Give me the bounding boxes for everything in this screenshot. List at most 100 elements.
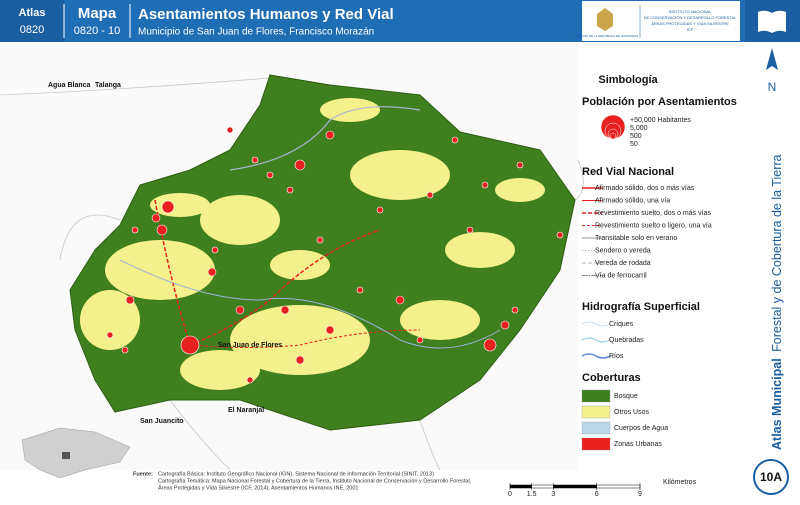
settlement (235, 305, 245, 315)
road-label: Sendero o vereda (595, 247, 651, 254)
logo-right-text: DE CONSERVACIÓN Y DESARROLLO FORESTAL (644, 15, 738, 20)
settlement (376, 206, 384, 214)
settlement (131, 226, 139, 234)
network (119, 106, 501, 349)
north-label: N (768, 80, 777, 94)
settlement (280, 305, 290, 315)
cover-swatch (581, 389, 611, 403)
book-icon (758, 10, 786, 33)
settlement (180, 335, 200, 355)
settlement (325, 130, 335, 140)
inset-highlight (62, 452, 70, 459)
settlement (211, 246, 219, 254)
title: Asentamientos Humanos y Red Vial (138, 6, 394, 23)
settlement (106, 331, 114, 339)
settlement (251, 156, 259, 164)
hydro-symbol (581, 337, 611, 343)
place-label: El Naranjal (228, 407, 264, 414)
hydro-symbol (581, 353, 611, 359)
hydro-label: Ríos (609, 353, 624, 360)
settlement (294, 159, 306, 171)
road-label: Revestimiento suelto, dos o más vías (595, 210, 711, 217)
cover-swatch (581, 421, 611, 435)
road-label: Afirmado sólido, una vía (595, 197, 670, 204)
source-line: Áreas Protegidas y Vida Silvestre (ICF, … (158, 484, 358, 491)
north-arrow (766, 48, 778, 70)
hydro-label: Criques (609, 321, 634, 328)
cover-label: Bosque (614, 393, 638, 400)
road-label: Transitable solo en verano (595, 235, 677, 242)
other-uses-patches (80, 98, 545, 390)
scale-segment (596, 484, 641, 489)
place-label: San Juan de Flores (218, 342, 282, 349)
road-label: Afirmado sólido, dos o más vías (595, 185, 695, 192)
sheet-badge (753, 459, 789, 495)
settlement (426, 191, 434, 199)
settlement (416, 336, 424, 344)
settlement (325, 325, 335, 335)
settlement (125, 295, 135, 305)
cover-swatch (581, 437, 611, 451)
place-label: San Juancito (140, 418, 184, 425)
hydro-symbol (581, 321, 611, 327)
settlement (156, 224, 168, 236)
cover-swatch (581, 405, 611, 419)
settlement (316, 236, 324, 244)
road-label: Vía de ferrocarril (595, 272, 647, 279)
settlement (286, 186, 294, 194)
logo-emblem (597, 8, 613, 31)
side-title: Atlas Municipal Forestal y de Cobertura … (770, 154, 784, 450)
legend-heading: Hidrografía Superficial (582, 301, 700, 313)
settlement (226, 126, 234, 134)
settlement (481, 181, 489, 189)
settlement (161, 200, 175, 214)
cover-label: Otros Usos (614, 409, 650, 416)
source-line: Cartografía Temática: Mapa Nacional Fore… (158, 478, 472, 484)
sheet-number: 10A (760, 470, 782, 484)
inset-map (21, 427, 131, 479)
road-label: Vereda de rodada (595, 260, 651, 267)
legend-title: Simbología (598, 74, 658, 86)
scale-label: 1.5 (527, 491, 537, 498)
map-code: 0820 - 10 (74, 25, 120, 37)
population-symbol (609, 132, 617, 140)
side-title-bold: Atlas Municipal (770, 358, 784, 450)
settlement (295, 355, 305, 365)
place-label: Talanga (95, 82, 121, 89)
place-label: Agua Blanca (48, 82, 91, 89)
source-line: Cartografía Básica: Instituto Geográfico… (158, 471, 434, 477)
population-size: 500 (630, 133, 642, 140)
settlement (483, 338, 497, 352)
settlement (266, 171, 274, 179)
population-size: 5,000 (630, 125, 648, 132)
settlement (246, 376, 254, 384)
logo-right-text: ÁREAS PROTEGIDAS Y VIDA SILVESTRE (651, 21, 729, 26)
scale-label: 9 (638, 491, 642, 498)
side-title-rest: Forestal y de Cobertura de la Tierra (770, 154, 784, 351)
map-label: Mapa (78, 5, 117, 22)
logo-left-text: GOBIERNO DE LA REPÚBLICA DE HONDURAS (572, 33, 638, 38)
scale-segment (531, 484, 554, 489)
settlement (151, 213, 161, 223)
population-size: 50 (630, 141, 638, 148)
legend-heading: Coberturas (582, 372, 641, 384)
logo-right-text: ICF (687, 27, 694, 32)
cover-label: Cuerpos de Agua (614, 425, 668, 432)
atlas-box (0, 0, 64, 42)
cover-label: Zonas Urbanas (614, 441, 662, 448)
settlement (207, 267, 217, 277)
legend-heading: Red Vial Nacional (582, 166, 674, 178)
settlement (511, 306, 519, 314)
settlement (556, 231, 564, 239)
settlement (500, 320, 510, 330)
logo-right-text: INSTITUTO NACIONAL (669, 9, 712, 14)
atlas-label: Atlas (19, 7, 46, 19)
settlement (516, 161, 524, 169)
scale-label: 3 (551, 491, 555, 498)
scale-label: 0 (508, 491, 512, 498)
neighbor-boundaries (0, 77, 584, 471)
settlement (121, 346, 129, 354)
source-label: Fuente: (133, 471, 153, 477)
road-label: Revestimiento suelto o ligero, una vía (595, 222, 712, 229)
